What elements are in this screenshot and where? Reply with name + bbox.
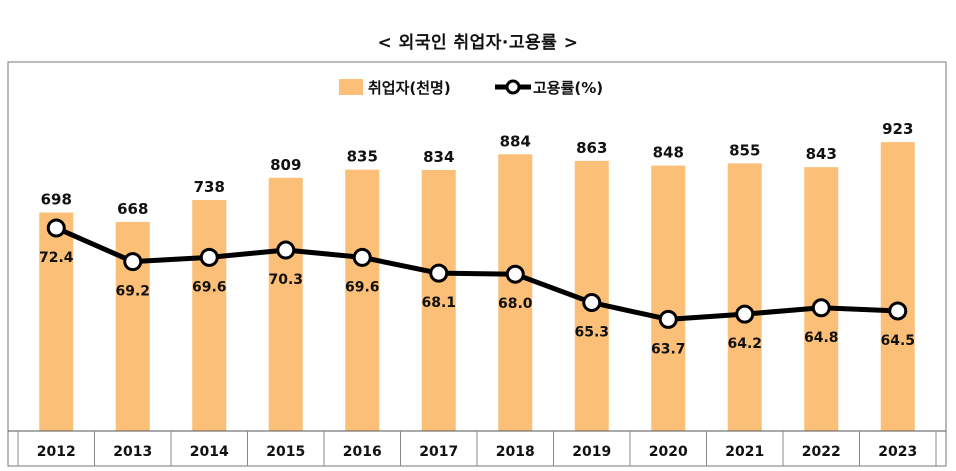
- line-value-label: 68.1: [421, 295, 456, 311]
- line-point-2019: [582, 293, 602, 313]
- bar-2018: [498, 154, 533, 432]
- line-point-2022: [811, 298, 831, 318]
- line-layer: [46, 218, 908, 329]
- x-tick-label: 2017: [419, 444, 458, 460]
- bar-2015: [268, 177, 303, 431]
- x-axis: 2012 2013 2014 2015 2016 2017 2018 2019 2020 2021…: [8, 430, 946, 466]
- x-tick-label: 2023: [878, 444, 917, 460]
- line-point-2016: [352, 247, 372, 267]
- x-tick-label: 2013: [113, 444, 152, 460]
- x-tick-label: 2018: [496, 444, 535, 460]
- bar-value-label: 848: [653, 144, 684, 162]
- labels-layer: 698 668 738 809 835 834 884 863 848 855 843 923 72.4…: [39, 120, 915, 357]
- line-value-label: 69.6: [345, 279, 380, 295]
- line-value-label: 63.7: [651, 341, 686, 357]
- bar-value-label: 738: [194, 178, 225, 196]
- bar-value-label: 668: [117, 200, 148, 218]
- x-tick-label: 2022: [802, 444, 841, 460]
- x-tick-label: 2019: [572, 444, 611, 460]
- line-point-2013: [123, 252, 143, 272]
- line-value-label: 65.3: [574, 325, 609, 341]
- line-value-label: 72.4: [39, 250, 74, 266]
- bar-value-label: 863: [576, 139, 607, 157]
- bar-value-label: 834: [423, 148, 454, 166]
- x-tick-label: 2014: [190, 444, 229, 460]
- line-point-2020: [658, 309, 678, 329]
- bar-2016: [345, 169, 380, 431]
- x-tick-label: 2016: [343, 444, 382, 460]
- bar-2014: [192, 200, 227, 431]
- line-value-label: 68.0: [498, 296, 533, 312]
- bar-2012: [39, 212, 74, 431]
- plot-frame: [7, 61, 947, 467]
- bar-2023: [880, 142, 915, 431]
- line-value-label: 64.5: [880, 333, 915, 349]
- line-point-2014: [199, 247, 219, 267]
- bar-2017: [421, 169, 456, 431]
- line-point-2015: [276, 240, 296, 260]
- legend: 취업자(천명) 고용률(%): [339, 79, 603, 97]
- x-tick-label: 2021: [725, 444, 764, 460]
- legend-line-marker: [505, 79, 521, 95]
- bar-value-label: 835: [347, 148, 378, 166]
- line-point-2018: [505, 264, 525, 284]
- line-value-label: 69.2: [115, 284, 150, 300]
- line-value-label: 64.2: [727, 336, 762, 352]
- x-tick-label: 2020: [649, 444, 688, 460]
- line-point-2017: [429, 263, 449, 283]
- bar-2020: [651, 165, 686, 432]
- employment-rate-line: [55, 225, 898, 322]
- line-value-label: 64.8: [804, 330, 839, 346]
- line-point-2021: [735, 304, 755, 324]
- bars-layer: [39, 142, 915, 432]
- x-tick-label: 2015: [266, 444, 305, 460]
- bar-value-label: 843: [806, 145, 837, 163]
- bar-2021: [727, 163, 762, 431]
- line-value-label: 69.6: [192, 279, 227, 295]
- chart-title: < 외국인 취업자·고용률 >: [377, 33, 579, 53]
- legend-line-label: 고용률(%): [533, 79, 603, 97]
- bar-value-label: 855: [729, 141, 760, 159]
- bar-value-label: 923: [882, 120, 913, 138]
- line-point-2023: [888, 301, 908, 321]
- bar-value-label: 884: [500, 132, 531, 150]
- bar-value-label: 698: [41, 191, 72, 209]
- line-point-2012: [46, 218, 66, 238]
- line-value-label: 70.3: [268, 272, 303, 288]
- x-tick-label: 2012: [37, 444, 76, 460]
- bar-value-label: 809: [270, 156, 301, 174]
- legend-bar-label: 취업자(천명): [368, 79, 451, 97]
- legend-bar-swatch: [339, 79, 363, 95]
